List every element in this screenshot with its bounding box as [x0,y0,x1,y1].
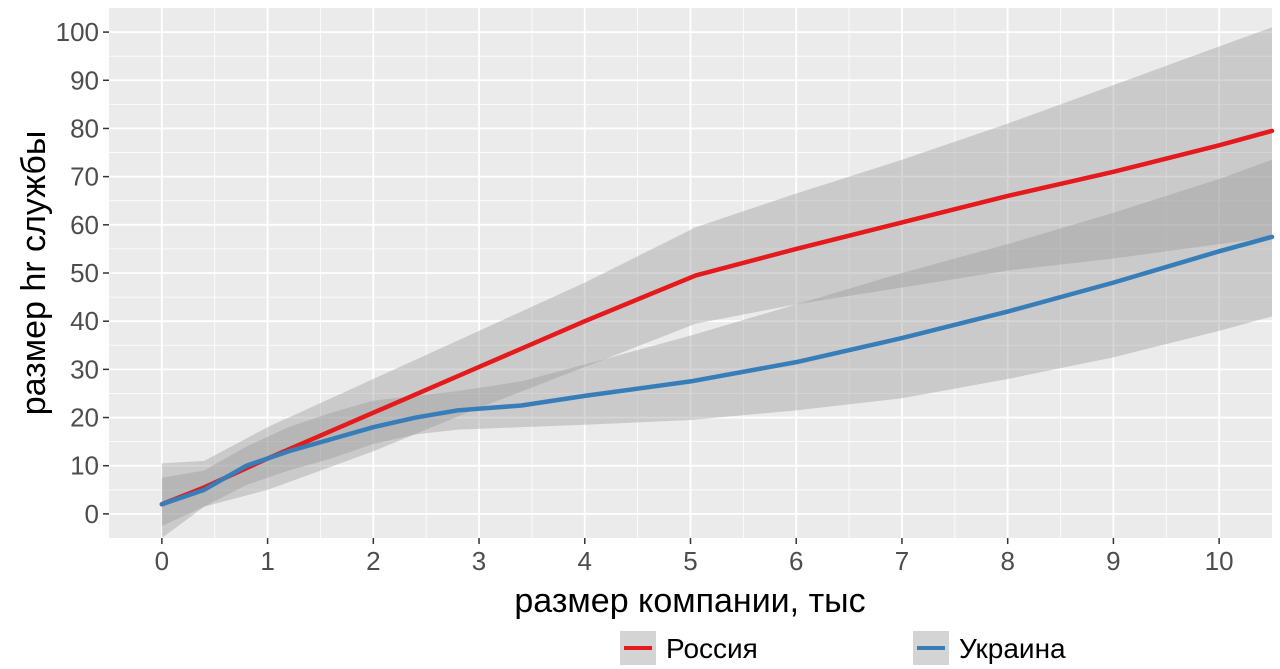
legend-item-ukraine: Украина [913,631,1066,665]
y-tick-label: 80 [70,113,99,143]
legend: Россия Украина [620,631,1066,665]
x-tick-label: 5 [683,546,697,576]
y-axis-title: размер hr службы [15,131,53,416]
x-axis-title: размер компании, тыс [514,582,865,620]
y-tick-label: 40 [70,306,99,336]
y-tick-label: 70 [70,162,99,192]
x-tick-label: 7 [895,546,909,576]
x-tick-label: 1 [260,546,274,576]
legend-item-russia: Россия [620,631,758,665]
x-tick-label: 6 [789,546,803,576]
y-tick-label: 90 [70,65,99,95]
x-tick-label: 9 [1106,546,1120,576]
x-tick-label: 10 [1205,546,1234,576]
y-tick-label: 30 [70,354,99,384]
confidence-band-0 [161,27,1272,526]
legend-label-russia: Россия [666,633,758,664]
y-tick-label: 0 [85,499,99,529]
legend-label-ukraine: Украина [959,633,1066,664]
x-tick-label: 8 [1000,546,1014,576]
y-tick-label: 50 [70,258,99,288]
x-tick-label: 3 [472,546,486,576]
x-axis-ticks: 0 1 2 3 4 5 6 7 8 9 10 [155,538,1234,576]
y-tick-label: 20 [70,403,99,433]
y-tick-label: 10 [70,451,99,481]
major-gridlines [109,8,1272,538]
series-lines [159,128,1275,507]
y-tick-label: 60 [70,210,99,240]
x-tick-label: 2 [366,546,380,576]
x-tick-label: 0 [155,546,169,576]
confidence-band-1 [161,159,1272,539]
x-tick-label: 4 [578,546,592,576]
series-line-1 [159,234,1275,507]
y-tick-label: 100 [56,17,99,47]
confidence-bands [161,27,1272,539]
y-axis-ticks: 0 10 20 30 40 50 60 70 80 90 100 [56,17,109,529]
